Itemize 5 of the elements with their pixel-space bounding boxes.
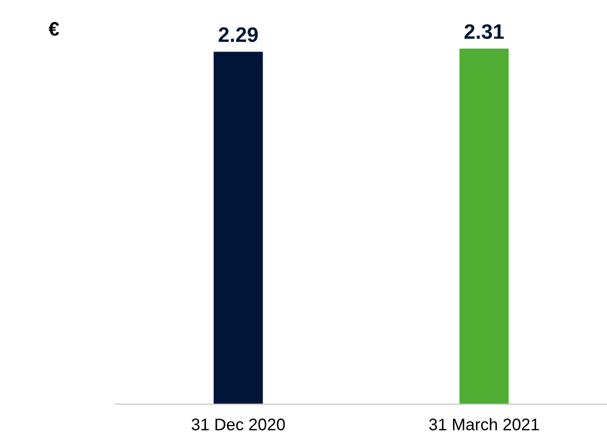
data-label: 2.31 — [464, 24, 504, 39]
x-tick-label: 31 Dec 2020 — [192, 418, 285, 430]
x-tick-label: 31 March 2021 — [429, 418, 539, 430]
text: € — [48, 22, 60, 36]
data-label: 2.29 — [218, 27, 258, 42]
